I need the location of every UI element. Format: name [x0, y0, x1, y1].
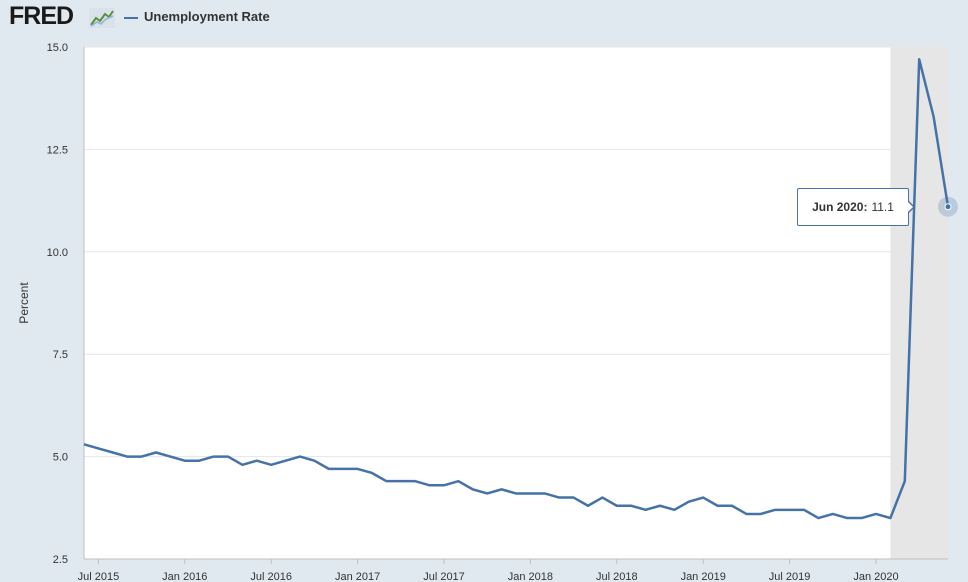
x-tick-label: Jan 2017	[335, 571, 380, 582]
x-tick-label: Jan 2018	[508, 571, 553, 582]
x-tick-label: Jul 2016	[250, 571, 292, 582]
x-tick-label: Jul 2017	[423, 571, 465, 582]
y-tick-label: 10.0	[47, 247, 68, 259]
tooltip-pointer-fill	[907, 201, 913, 213]
y-axis-title: Percent	[17, 282, 31, 324]
chart-header: FRED Unemployment Rate	[0, 0, 968, 40]
line-chart-icon	[89, 8, 115, 28]
y-tick-label: 7.5	[53, 349, 68, 361]
data-tooltip: Jun 2020: 11.1	[797, 188, 909, 226]
fred-logo[interactable]: FRED	[9, 2, 74, 30]
x-tick-label: Jul 2018	[596, 571, 638, 582]
y-tick-label: 15.0	[47, 42, 68, 54]
tooltip-value: 11.1	[871, 200, 894, 214]
x-tick-label: Jan 2020	[853, 571, 898, 582]
legend-swatch	[124, 17, 138, 19]
x-tick-label: Jul 2019	[769, 571, 811, 582]
plot-background	[84, 47, 948, 559]
recession-shading	[890, 47, 948, 559]
series-line-unemployment-rate[interactable]	[83, 58, 950, 520]
y-tick-label: 5.0	[53, 452, 68, 464]
y-tick-label: 2.5	[53, 554, 68, 566]
hover-point[interactable]	[944, 203, 952, 211]
x-tick-label: Jul 2015	[78, 571, 120, 582]
x-tick-label: Jan 2019	[681, 571, 726, 582]
x-tick-label: Jan 2016	[162, 571, 207, 582]
y-tick-label: 12.5	[47, 144, 68, 156]
legend-label[interactable]: Unemployment Rate	[144, 9, 270, 24]
tooltip-date: Jun 2020:	[812, 200, 868, 214]
